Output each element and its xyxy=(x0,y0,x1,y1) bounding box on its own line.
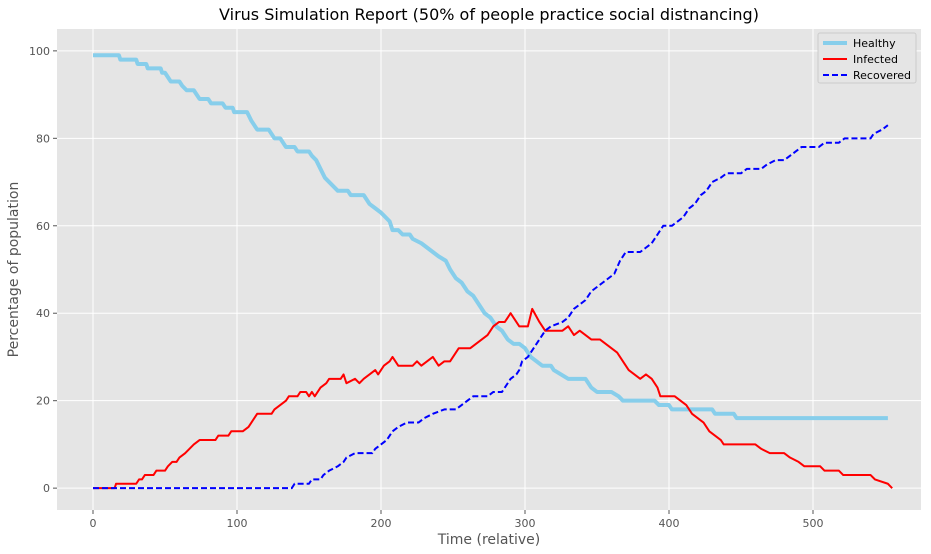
series-line-healthy xyxy=(93,53,888,421)
y-tick-label: 60 xyxy=(36,220,50,233)
series-layer xyxy=(93,53,893,490)
x-tick-label: 500 xyxy=(803,517,824,530)
y-axis-label: Percentage of population xyxy=(6,182,22,358)
x-tick-label: 200 xyxy=(371,517,392,530)
y-tick-label: 80 xyxy=(36,132,50,145)
x-tick-label: 300 xyxy=(515,517,536,530)
legend-box xyxy=(817,32,917,84)
legend-label-healthy: Healthy xyxy=(853,37,896,50)
x-tick-label: 0 xyxy=(90,517,97,530)
x-tick-label: 400 xyxy=(659,517,680,530)
legend: Healthy Infected Recovered xyxy=(817,32,917,84)
series-line-infected xyxy=(93,307,893,490)
x-axis-label: Time (relative) xyxy=(437,532,540,548)
series-line-recovered xyxy=(93,124,889,490)
y-tick-label: 20 xyxy=(36,395,50,408)
legend-label-infected: Infected xyxy=(853,53,898,66)
x-tick-label: 100 xyxy=(227,517,248,530)
grid-lines xyxy=(57,29,921,510)
y-tick-label: 100 xyxy=(29,45,50,58)
chart-title: Virus Simulation Report (50% of people p… xyxy=(219,5,759,24)
legend-label-recovered: Recovered xyxy=(853,69,911,82)
plot-area xyxy=(57,29,921,510)
y-tick-label: 40 xyxy=(36,307,50,320)
y-tick-label: 0 xyxy=(43,482,50,495)
axis-ticks: 0 100 200 300 400 500 0 20 40 60 80 100 xyxy=(29,45,824,530)
